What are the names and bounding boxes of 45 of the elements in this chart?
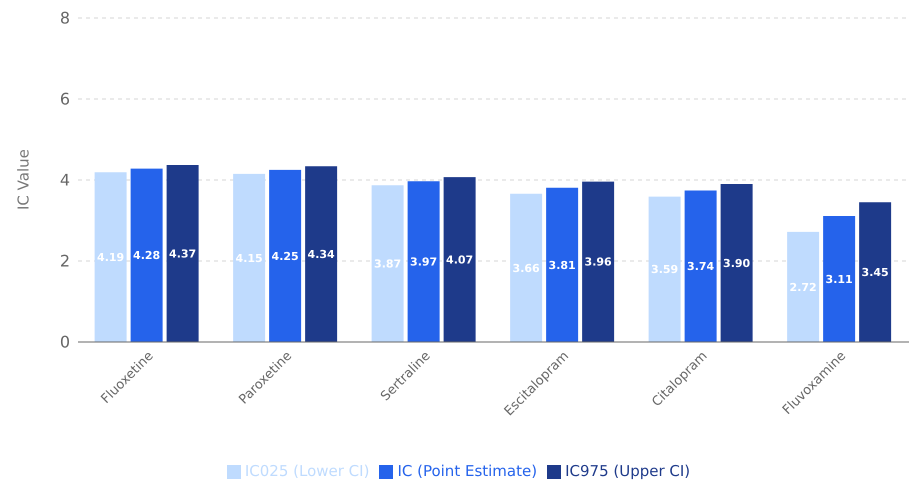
data-label: 3.97 <box>410 256 438 269</box>
legend-label: IC975 (Upper CI) <box>565 462 690 480</box>
bar <box>582 182 614 342</box>
bar <box>546 188 578 342</box>
y-tick-label: 2 <box>60 252 70 271</box>
bar <box>305 166 338 342</box>
y-tick-label: 0 <box>60 332 70 352</box>
data-label: 2.72 <box>790 280 817 294</box>
bar <box>859 202 892 342</box>
bar <box>233 174 266 342</box>
bar <box>130 168 163 342</box>
bar <box>510 194 542 342</box>
data-label: 4.15 <box>236 252 263 265</box>
bar <box>720 184 753 342</box>
y-tick-label: 8 <box>60 8 70 28</box>
data-label: 3.90 <box>723 256 751 270</box>
bar <box>823 216 856 342</box>
data-label: 3.45 <box>862 266 889 280</box>
legend-label: IC (Point Estimate) <box>397 462 538 480</box>
y-axis-title: IC Value <box>14 149 32 210</box>
data-label: 3.74 <box>687 260 715 274</box>
data-label: 3.87 <box>374 258 402 271</box>
data-label: 3.11 <box>826 272 853 286</box>
bar <box>269 170 302 342</box>
data-label: 3.81 <box>548 258 576 272</box>
data-label: 3.96 <box>584 256 612 269</box>
data-label: 4.25 <box>272 250 299 263</box>
data-label: 3.66 <box>512 262 540 275</box>
data-label: 4.28 <box>133 249 160 262</box>
data-label: 4.07 <box>446 253 474 266</box>
data-label: 4.19 <box>97 251 124 264</box>
bar <box>787 232 820 342</box>
y-tick-label: 4 <box>60 170 70 190</box>
data-label: 4.34 <box>308 248 336 262</box>
legend-label: IC025 (Lower CI) <box>244 462 370 480</box>
bar <box>372 185 404 342</box>
bar <box>648 196 681 342</box>
y-tick-label: 6 <box>60 90 70 109</box>
bar <box>166 165 199 342</box>
data-label: 3.59 <box>651 263 678 276</box>
bar <box>408 181 440 342</box>
bar <box>94 172 127 342</box>
bar <box>444 177 476 342</box>
bar <box>684 190 717 342</box>
data-label: 4.37 <box>169 247 196 260</box>
